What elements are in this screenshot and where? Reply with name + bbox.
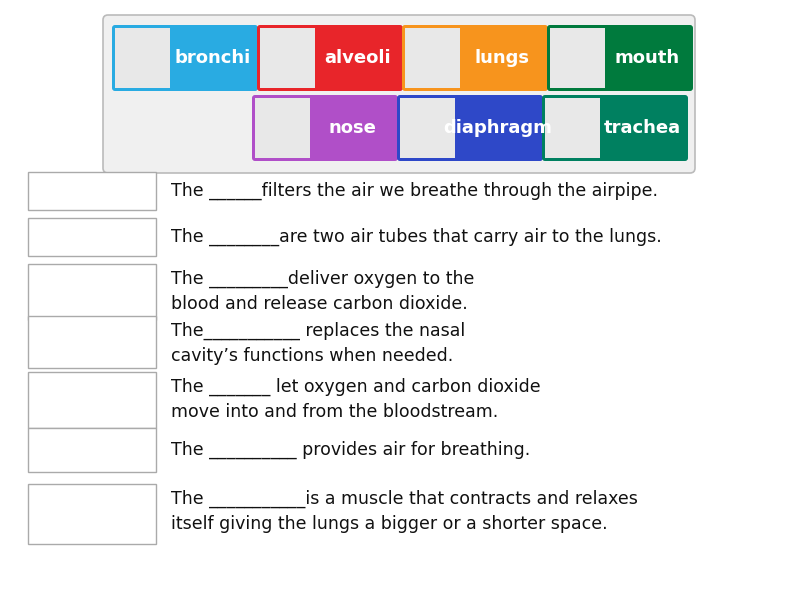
FancyBboxPatch shape <box>547 25 693 91</box>
Text: The ________are two air tubes that carry air to the lungs.: The ________are two air tubes that carry… <box>171 228 662 246</box>
Bar <box>115 28 170 88</box>
Bar <box>28 484 156 544</box>
Bar <box>28 428 156 472</box>
FancyBboxPatch shape <box>397 95 543 161</box>
Text: The _______ let oxygen and carbon dioxide
move into and from the bloodstream.: The _______ let oxygen and carbon dioxid… <box>171 378 541 421</box>
FancyBboxPatch shape <box>402 25 548 91</box>
Text: alveoli: alveoli <box>324 49 391 67</box>
Bar <box>28 218 156 256</box>
Bar <box>28 172 156 210</box>
Text: The __________ provides air for breathing.: The __________ provides air for breathin… <box>171 441 530 459</box>
Bar <box>260 28 315 88</box>
FancyBboxPatch shape <box>112 25 258 91</box>
Text: The ______filters the air we breathe through the airpipe.: The ______filters the air we breathe thr… <box>171 182 658 200</box>
Text: The _________deliver oxygen to the
blood and release carbon dioxide.: The _________deliver oxygen to the blood… <box>171 270 474 313</box>
Bar <box>28 264 156 320</box>
Text: The___________ replaces the nasal
cavity’s functions when needed.: The___________ replaces the nasal cavity… <box>171 322 466 365</box>
Bar <box>400 98 455 158</box>
Bar <box>28 372 156 428</box>
Bar <box>28 316 156 368</box>
Text: diaphragm: diaphragm <box>443 119 552 137</box>
Text: nose: nose <box>329 119 377 137</box>
Bar <box>545 98 600 158</box>
Text: trachea: trachea <box>604 119 681 137</box>
Text: bronchi: bronchi <box>174 49 250 67</box>
Bar <box>405 28 460 88</box>
FancyBboxPatch shape <box>252 95 398 161</box>
FancyBboxPatch shape <box>103 15 695 173</box>
Text: lungs: lungs <box>475 49 530 67</box>
FancyBboxPatch shape <box>542 95 688 161</box>
Bar <box>550 28 605 88</box>
Text: The ___________is a muscle that contracts and relaxes
itself giving the lungs a : The ___________is a muscle that contract… <box>171 490 638 533</box>
Bar <box>255 98 310 158</box>
FancyBboxPatch shape <box>257 25 403 91</box>
Text: mouth: mouth <box>615 49 680 67</box>
